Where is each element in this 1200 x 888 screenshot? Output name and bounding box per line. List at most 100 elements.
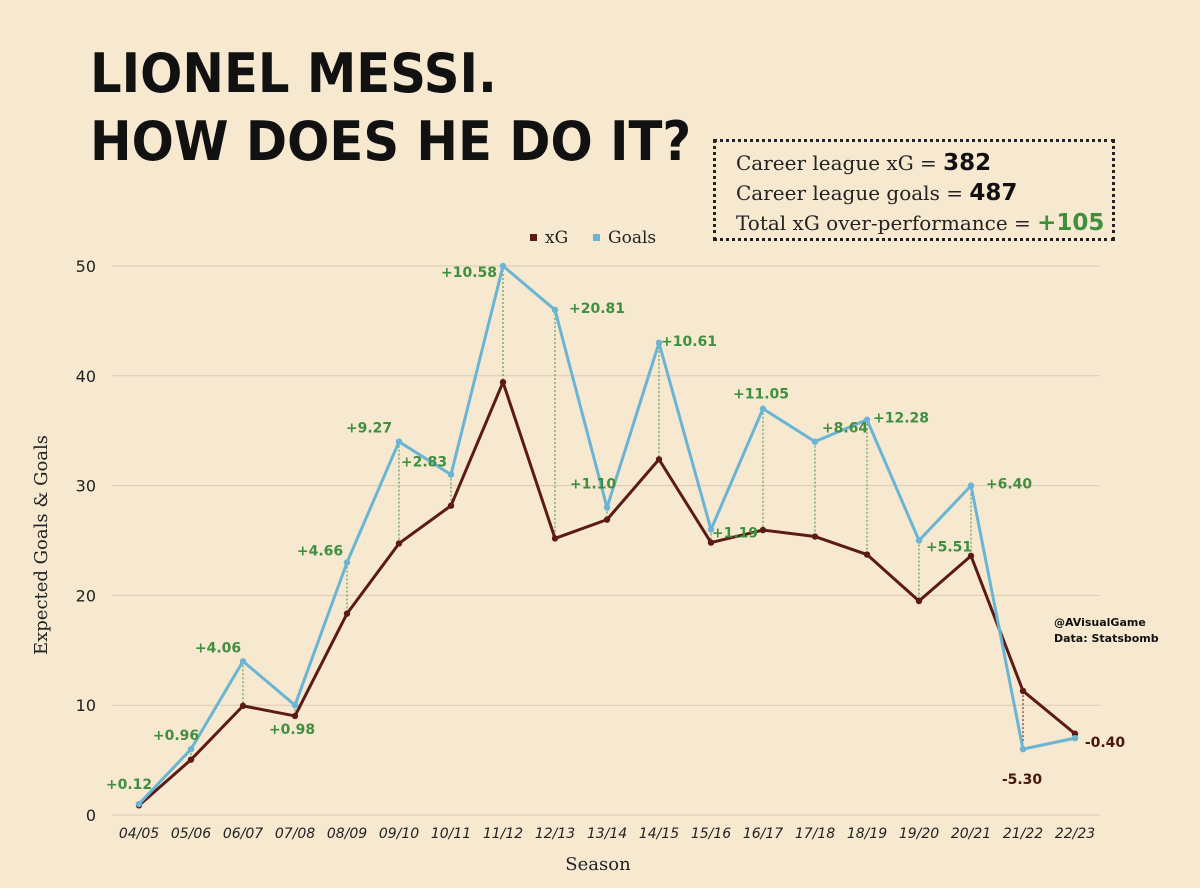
goals-point — [863, 416, 871, 423]
x-tick-label: 21/22 — [1003, 826, 1043, 842]
data-points — [135, 262, 1079, 809]
difference-label: +9.27 — [346, 421, 392, 437]
credit-block: @AVisualGame Data: Statsbomb — [1054, 615, 1159, 647]
xg-point — [1019, 687, 1027, 695]
x-tick-label: 09/10 — [379, 826, 419, 842]
x-tick-label: 07/08 — [275, 826, 315, 842]
credit-source: Data: Statsbomb — [1054, 632, 1159, 645]
difference-label: +1.19 — [712, 526, 758, 542]
y-tick-label: 30 — [76, 477, 96, 496]
xg-point — [811, 533, 819, 540]
difference-label: +10.61 — [661, 334, 717, 350]
goals-point — [1019, 745, 1027, 753]
goals-point — [291, 702, 299, 709]
career-goals-label: Career league goals = — [736, 181, 970, 205]
goals-point — [395, 438, 403, 445]
difference-label: +0.12 — [106, 777, 152, 793]
difference-label: +2.83 — [401, 455, 447, 471]
x-tick-label: 22/23 — [1055, 826, 1095, 842]
xg-point — [395, 540, 403, 547]
career-xg-value: 382 — [943, 150, 992, 176]
goals-point — [707, 526, 715, 533]
y-tick-label: 10 — [76, 696, 96, 715]
x-tick-label: 16/17 — [743, 826, 783, 842]
title-line-2: HOW DOES HE DO IT? — [90, 110, 692, 173]
over-performance-label: Total xG over-performance = — [736, 211, 1038, 235]
legend: xG Goals — [530, 228, 656, 248]
over-performance-row: Total xG over-performance = +105 — [736, 208, 1112, 238]
difference-label: +4.06 — [195, 640, 241, 656]
difference-label: +1.10 — [570, 477, 617, 493]
goals-point — [967, 482, 975, 489]
xg-point — [707, 539, 715, 546]
x-tick-label: 06/07 — [223, 826, 263, 842]
over-performance-value: +105 — [1037, 210, 1105, 236]
y-tick-label: 40 — [76, 367, 96, 386]
x-tick-label: 05/06 — [171, 826, 211, 842]
difference-label: +4.66 — [297, 543, 343, 559]
xg-series-line — [138, 380, 1076, 807]
goals-point — [655, 339, 663, 347]
x-tick-label: 18/19 — [847, 826, 887, 842]
xg-point — [291, 712, 299, 720]
y-tick-label: 20 — [76, 586, 96, 605]
x-tick-label: 12/13 — [535, 826, 575, 842]
difference-label: +0.98 — [269, 722, 315, 738]
x-tick-label: 14/15 — [639, 826, 679, 842]
xg-point — [863, 551, 871, 558]
gridlines — [112, 265, 1100, 816]
chart-title: LIONEL MESSI. HOW DOES HE DO IT? — [90, 40, 691, 176]
xg-point — [759, 526, 767, 534]
career-goals-value: 487 — [969, 180, 1018, 206]
difference-label: -0.40 — [1085, 735, 1126, 751]
difference-label: +10.58 — [441, 265, 497, 281]
xg-point — [551, 535, 559, 542]
difference-label: +12.28 — [873, 411, 929, 427]
x-tick-label: 10/11 — [431, 826, 471, 842]
xg-point — [967, 552, 975, 560]
goals-point — [239, 658, 247, 665]
x-tick-label: 04/05 — [119, 826, 159, 842]
goals-point — [915, 537, 923, 544]
x-tick-label: 13/14 — [587, 826, 627, 842]
xg-point — [187, 756, 195, 763]
goals-point — [759, 405, 767, 412]
goals-point — [187, 745, 195, 753]
legend-xg-label: xG — [545, 228, 568, 248]
career-xg-row: Career league xG = 382 — [736, 148, 1112, 178]
x-tick-label: 08/09 — [327, 826, 367, 842]
difference-label: +8.64 — [822, 421, 869, 437]
goals-point — [551, 306, 559, 314]
goals-point — [603, 504, 611, 511]
difference-label: -5.30 — [1002, 772, 1043, 788]
y-axis-title: Expected Goals & Goals — [31, 435, 52, 655]
x-tick-label: 17/18 — [795, 826, 835, 842]
difference-label: +0.96 — [153, 728, 199, 744]
x-tick-label: 15/16 — [691, 826, 731, 842]
y-tick-label: 50 — [76, 257, 96, 276]
xg-point — [343, 610, 351, 617]
legend-goals-label: Goals — [608, 228, 656, 248]
difference-label: +5.51 — [926, 540, 972, 556]
career-goals-row: Career league goals = 487 — [736, 178, 1112, 208]
y-axis-ticks: 0 10 20 30 40 50 — [76, 257, 96, 825]
x-tick-label: 11/12 — [483, 826, 523, 842]
legend-goals-swatch — [593, 234, 600, 241]
difference-label: +20.81 — [569, 301, 625, 317]
goals-point — [499, 262, 507, 270]
credit-handle: @AVisualGame — [1054, 616, 1146, 629]
xg-point — [603, 516, 611, 523]
legend-xg-swatch — [530, 234, 537, 241]
goals-point — [811, 438, 819, 445]
career-summary-box: Career league xG = 382 Career league goa… — [713, 139, 1115, 241]
y-tick-label: 0 — [86, 806, 96, 825]
career-xg-label: Career league xG = — [736, 151, 944, 175]
goals-point — [1071, 734, 1079, 742]
xg-point — [499, 378, 507, 386]
x-tick-label: 20/21 — [951, 826, 991, 842]
x-tick-label: 19/20 — [899, 826, 939, 842]
xg-point — [1071, 730, 1079, 737]
xg-point — [239, 702, 247, 710]
goals-point — [135, 800, 143, 808]
